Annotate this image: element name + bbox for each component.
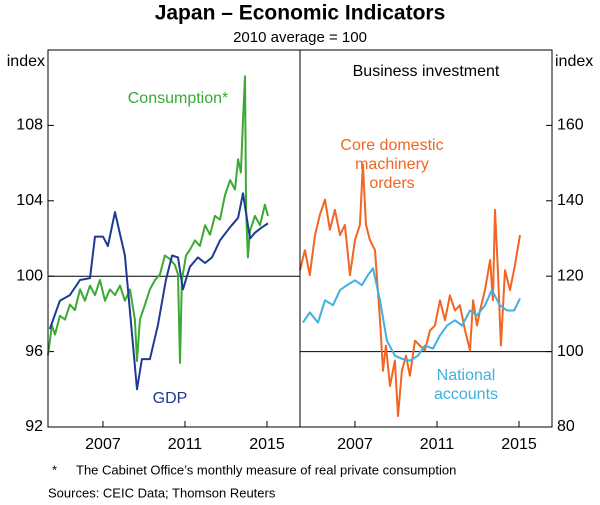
series-line [47,75,269,364]
x-tick-label: 2015 [249,436,285,453]
y-tick-label: 108 [16,117,43,134]
footnote-text: The Cabinet Office’s monthly measure of … [76,462,456,477]
series-line [299,163,521,418]
y-axis-label: index [555,53,593,70]
series-label: Consumption* [127,90,229,107]
series-label: GDP [152,390,188,407]
y-tick-label: 104 [16,192,43,209]
x-tick-label: 2011 [420,436,455,453]
x-tick-label: 2011 [168,436,203,453]
y-tick-label: 160 [557,117,584,134]
series-line [302,267,521,362]
chart-subtitle: 2010 average = 100 [233,29,367,46]
footnote-marker: * [52,462,57,477]
y-tick-label: 120 [557,267,584,284]
chart-title: Japan – Economic Indicators [155,2,446,25]
y-tick-label: 96 [25,343,43,360]
y-tick-label: 100 [16,267,43,284]
y-axis-label: index [7,53,45,70]
sources: Sources: CEIC Data; Thomson Reuters [48,485,276,500]
panel-title: Business investment [353,63,500,80]
y-tick-label: 140 [557,192,584,209]
x-tick-label: 2007 [85,436,121,453]
x-tick-label: 2015 [501,436,537,453]
series-line [48,192,269,391]
y-tick-label: 80 [557,418,575,435]
y-tick-label: 92 [25,418,43,435]
y-tick-label: 100 [557,343,584,360]
series-label: National accounts [433,367,499,403]
series-label: Core domestic machinery orders [340,137,444,192]
x-tick-label: 2007 [337,436,373,453]
